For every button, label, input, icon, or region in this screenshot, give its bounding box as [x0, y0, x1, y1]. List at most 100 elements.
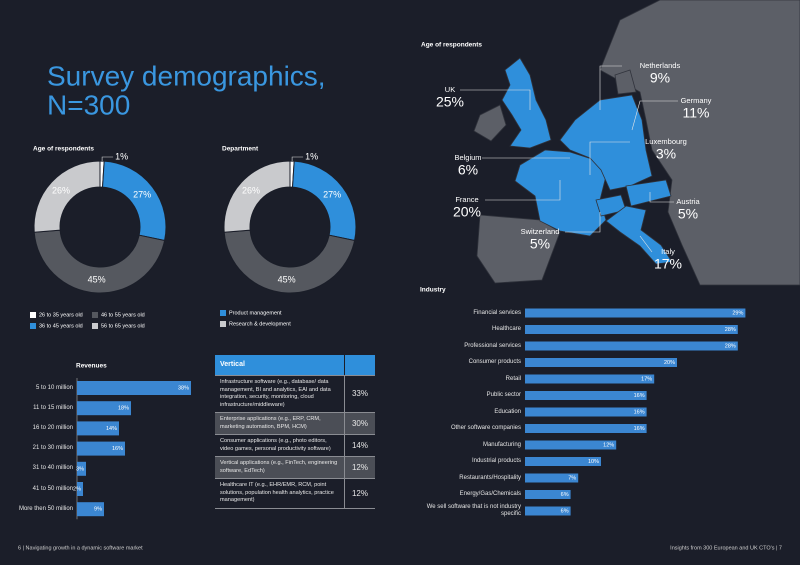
data-label: 9%: [94, 507, 102, 513]
leader-line: [485, 180, 561, 201]
category-text: Education: [494, 408, 521, 415]
bar: [525, 473, 579, 483]
data-label: 45%: [278, 274, 296, 284]
category-text: 16 to 20 million: [32, 424, 73, 431]
legend-label: 56 to 65 years old: [101, 323, 145, 329]
bar: [77, 482, 83, 496]
legend-swatch: [220, 321, 226, 327]
data-label: 17%: [641, 376, 652, 382]
category-text: More then 50 million: [18, 505, 73, 512]
category-label: Healthcare: [492, 326, 521, 332]
footer-left: 6 | Navigating growth in a dynamic softw…: [18, 545, 143, 551]
data-label: 18%: [118, 406, 129, 412]
country-name: Germany: [681, 96, 712, 105]
data-label: 26%: [242, 185, 260, 195]
data-label: 16%: [112, 446, 123, 452]
category-label: Restaurants/Hospitality: [459, 475, 521, 481]
data-label: 7%: [568, 475, 576, 481]
country: [514, 149, 607, 237]
table-row: Healthcare IT (e.g., EHR/EMR, RCM, point…: [215, 478, 375, 509]
data-label: 2%: [73, 486, 81, 492]
country: [501, 57, 552, 149]
table-text: Enterprise applications (e.g., ERP, CRM,…: [215, 412, 345, 435]
data-label: 16%: [634, 409, 645, 415]
country-name: France: [455, 195, 478, 204]
country: [625, 179, 672, 207]
legend-swatch: [30, 323, 36, 329]
leader-line: [649, 192, 674, 203]
leader-line: [101, 156, 114, 162]
country-value: 3%: [656, 146, 676, 162]
category-label: Retail: [505, 375, 521, 382]
category-label: 31 to 40 million: [33, 465, 73, 471]
category-label: 5 to 10 million: [36, 385, 73, 391]
data-label: 6%: [561, 508, 569, 514]
data-label: 26%: [52, 185, 70, 195]
chart-title: Department: [222, 146, 259, 153]
country-value: 25%: [436, 94, 464, 110]
page-title: Survey demographics,: [47, 60, 326, 91]
table-row: Consumer applications (e.g., photo edito…: [215, 434, 375, 457]
data-label: 16%: [634, 393, 645, 399]
chart-title: Age of respondents: [33, 146, 94, 153]
data-label: 28%: [725, 343, 736, 349]
land: [473, 104, 507, 142]
category-text: Other software companies: [450, 425, 521, 431]
category-text: Financial services: [473, 309, 521, 316]
chart-title: Age of respondents: [421, 42, 482, 49]
category-text: Retail: [505, 375, 521, 382]
category-text: Public sector: [486, 392, 521, 398]
table-text: Vertical applications (e.g., FinTech, en…: [215, 456, 345, 479]
leader-line: [639, 235, 653, 253]
legend-label: 36 to 45 years old: [39, 323, 83, 329]
table-percent: 12%: [344, 456, 375, 479]
category-label: 16 to 20 million: [32, 424, 73, 431]
legend-label: Research & development: [229, 321, 291, 327]
data-label: 20%: [664, 360, 675, 366]
country-value: 5%: [678, 206, 698, 222]
category-label: More then 50 million: [18, 505, 73, 512]
bar: [525, 391, 647, 400]
table-header: [344, 355, 375, 376]
leader-line: [599, 65, 622, 110]
category-text: Manufacturing: [482, 441, 521, 448]
chart-title: Industry: [420, 287, 446, 294]
data-label: 27%: [323, 189, 341, 199]
bar: [525, 440, 617, 450]
table-header: Vertical: [215, 355, 345, 376]
land: [599, 0, 800, 286]
donut-segment: [33, 229, 166, 294]
bar: [77, 381, 191, 395]
category-text: Consumer products: [468, 359, 521, 365]
country-name: Netherlands: [640, 61, 681, 70]
table-percent: 30%: [344, 412, 375, 435]
data-label: 38%: [178, 385, 189, 391]
legend-swatch: [220, 310, 226, 316]
category-label: 11 to 15 million: [33, 404, 73, 411]
category-label: 41 to 50 million: [33, 486, 73, 492]
category-text: 11 to 15 million: [33, 404, 73, 411]
country-value: 9%: [650, 70, 670, 86]
land: [614, 69, 637, 95]
table-text: Infrastructure software (e.g., database/…: [215, 375, 345, 413]
page-title: N=300: [47, 89, 130, 120]
category-label: Energy/Gas/Chemicals: [460, 491, 521, 497]
legend-swatch: [92, 312, 98, 318]
data-label: 3%: [76, 466, 84, 472]
country-value: 17%: [654, 256, 682, 272]
bar: [525, 506, 571, 516]
data-label: 27%: [133, 189, 151, 199]
category-label: Other software companies: [450, 425, 521, 431]
donut-segment: [223, 229, 356, 294]
table-row: Vertical applications (e.g., FinTech, en…: [215, 456, 375, 479]
category-label: Consumer products: [468, 359, 521, 365]
country-name: Austria: [676, 197, 700, 206]
bar: [77, 461, 86, 476]
table-percent: 33%: [344, 375, 375, 413]
legend-label: 46 to 55 years old: [101, 312, 145, 318]
bar: [77, 401, 131, 416]
bar: [525, 457, 601, 466]
data-label: 1%: [305, 151, 318, 161]
category-label: Financial services: [473, 309, 521, 316]
